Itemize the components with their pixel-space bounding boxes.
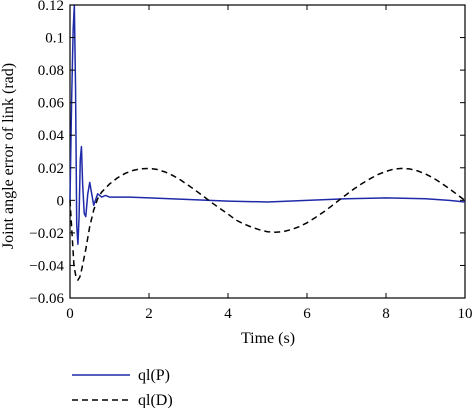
tick-marks — [69, 4, 466, 299]
y-tick-label: −0.02 — [29, 226, 64, 242]
legend: ql(P) ql(D) — [72, 367, 173, 408]
y-tick-label: 0.04 — [38, 128, 65, 144]
x-tick-label: 0 — [66, 306, 74, 322]
legend-label-qld: ql(D) — [138, 392, 173, 408]
y-tick-label: 0.06 — [38, 96, 65, 112]
x-tick-label: 6 — [303, 306, 311, 322]
y-tick-label: 0.02 — [38, 161, 64, 177]
plot-axes — [69, 4, 466, 299]
x-tick-label: 2 — [145, 306, 153, 322]
y-axis-title: Joint angle error of link (rad) — [0, 63, 17, 249]
series-line-qld — [69, 167, 466, 281]
legend-label-qlp: ql(P) — [138, 367, 170, 384]
x-tick-label: 8 — [382, 306, 390, 322]
series-line-qlp — [69, 4, 466, 246]
x-tick-label: 10 — [458, 306, 473, 322]
x-tick-label: 4 — [224, 306, 232, 322]
y-tick-label: −0.06 — [29, 291, 64, 307]
y-tick-label: 0.1 — [45, 31, 64, 47]
plot-lines — [69, 4, 466, 281]
y-tick-label: 0.08 — [38, 63, 64, 79]
y-tick-label: 0 — [57, 193, 65, 209]
plot-frame — [69, 4, 466, 299]
x-axis-title: Time (s) — [241, 330, 295, 347]
y-tick-label: −0.04 — [29, 258, 64, 274]
axis-labels: Time (s) Joint angle error of link (rad)… — [0, 0, 473, 347]
y-tick-label: 0.12 — [38, 0, 64, 14]
